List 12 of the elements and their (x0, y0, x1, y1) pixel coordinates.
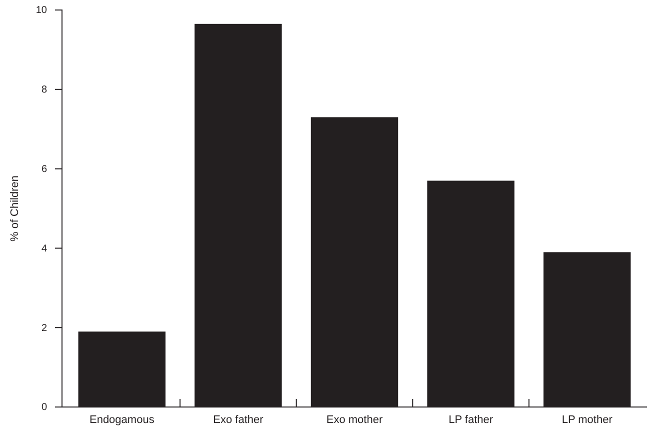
x-tick-label: Exo mother (326, 414, 383, 426)
y-tick-label: 0 (41, 402, 48, 414)
x-tick-label: LP mother (562, 414, 613, 426)
y-tick-label: 4 (41, 243, 48, 254)
y-tick-label: 6 (41, 164, 48, 175)
x-tick-label: LP father (448, 414, 494, 426)
y-axis-title: % of Children (9, 175, 21, 242)
y-tick-label: 10 (36, 5, 48, 16)
x-tick-label: Exo father (213, 414, 264, 426)
x-tick-label: Endogamous (89, 414, 155, 426)
y-tick-label: 8 (41, 84, 48, 96)
y-tick-label: 2 (41, 322, 48, 334)
